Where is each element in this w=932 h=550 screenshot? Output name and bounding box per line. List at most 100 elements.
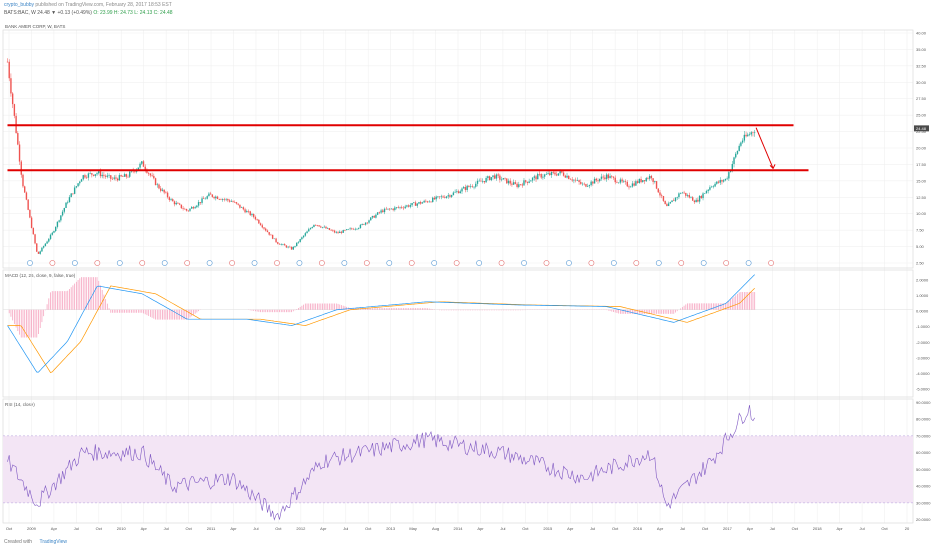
candle-body bbox=[142, 161, 145, 167]
event-marker bbox=[431, 260, 438, 266]
candle-body bbox=[430, 201, 432, 203]
candle-body bbox=[693, 200, 696, 203]
candle-body bbox=[220, 199, 222, 200]
candle-body bbox=[13, 104, 16, 116]
candle-body bbox=[521, 184, 523, 186]
time-tick-label: Oct bbox=[365, 526, 372, 531]
candle-body bbox=[535, 176, 537, 180]
candle-body bbox=[540, 174, 542, 178]
candle-body bbox=[221, 199, 224, 200]
candle-body bbox=[358, 227, 360, 229]
event-marker bbox=[633, 260, 640, 266]
candle-body bbox=[597, 180, 599, 182]
event-marker bbox=[543, 260, 550, 266]
candle-body bbox=[342, 230, 344, 233]
rsi-tick-label: 30.0000 bbox=[916, 500, 931, 505]
rsi-tick-label: 40.0000 bbox=[916, 484, 931, 489]
candle-body bbox=[733, 157, 735, 164]
event-marker bbox=[251, 260, 258, 266]
candle-body bbox=[416, 203, 418, 206]
candle-body bbox=[323, 226, 325, 228]
candle-body bbox=[394, 207, 396, 210]
candle-body bbox=[75, 186, 78, 188]
candle-body bbox=[77, 183, 79, 187]
candle-body bbox=[722, 180, 725, 182]
candle-body bbox=[327, 228, 329, 229]
candle-body bbox=[287, 246, 289, 248]
main-pane-title: BANK AMER CORP, W, BATS bbox=[5, 24, 66, 29]
candle-body bbox=[528, 181, 530, 183]
candle-body bbox=[283, 244, 286, 246]
candle-body bbox=[623, 181, 625, 182]
author-link[interactable]: crypto_bubby bbox=[4, 2, 35, 8]
candle-body bbox=[263, 227, 265, 229]
candle-body bbox=[387, 208, 389, 210]
price-tick-label: 32.50 bbox=[916, 63, 927, 68]
candle-body bbox=[240, 207, 243, 208]
candle-body bbox=[80, 179, 83, 182]
candle-body bbox=[227, 198, 229, 201]
candle-body bbox=[111, 178, 114, 180]
price-tick-label: 7.50 bbox=[916, 228, 925, 233]
candle-body bbox=[635, 181, 637, 186]
candle-body bbox=[574, 179, 577, 181]
candle-body bbox=[68, 197, 71, 203]
candle-body bbox=[382, 210, 384, 213]
time-tick-label: Apr bbox=[230, 526, 237, 531]
candle-body bbox=[475, 183, 477, 187]
candle-body bbox=[32, 228, 35, 235]
candle-body bbox=[402, 207, 405, 209]
candle-body bbox=[545, 174, 548, 175]
candle-body bbox=[54, 226, 57, 232]
candle-body bbox=[158, 184, 160, 189]
candle-body bbox=[34, 234, 36, 244]
macd-indicator bbox=[3, 274, 913, 374]
candle-body bbox=[599, 178, 601, 182]
time-tick-label: Apr bbox=[320, 526, 327, 531]
candle-body bbox=[531, 177, 534, 181]
candle-body bbox=[134, 171, 136, 173]
candle-body bbox=[244, 209, 246, 213]
candle-body bbox=[500, 179, 503, 181]
candle-body bbox=[568, 175, 570, 179]
candle-body bbox=[189, 208, 191, 211]
candle-body bbox=[576, 180, 579, 181]
candle-body bbox=[716, 181, 718, 184]
time-tick-label: 2013 bbox=[386, 526, 396, 531]
event-marker bbox=[453, 260, 460, 266]
candle-body bbox=[419, 202, 422, 204]
candle-body bbox=[511, 183, 513, 185]
candle-body bbox=[507, 180, 510, 184]
footer: Created with TradingView bbox=[4, 539, 67, 545]
candle-body bbox=[191, 207, 193, 209]
candle-body bbox=[469, 186, 472, 187]
candle-body bbox=[736, 150, 739, 154]
time-tick-label: 2009 bbox=[27, 526, 37, 531]
event-marker bbox=[116, 260, 123, 266]
candle-body bbox=[471, 186, 474, 187]
candle-body bbox=[177, 202, 179, 204]
candle-body bbox=[407, 205, 410, 207]
candle-body bbox=[218, 198, 220, 200]
published-text: published on TradingView.com, February 2… bbox=[35, 2, 172, 8]
candle-body bbox=[712, 186, 715, 188]
candle-body bbox=[103, 174, 105, 176]
last-price-label: 24.48 bbox=[916, 126, 927, 131]
symbol-line: BATS:BAC, W 24.48 ▼ +0.13 (+0.49%) bbox=[4, 10, 92, 16]
rsi-tick-label: 50.0000 bbox=[916, 467, 931, 472]
candle-body bbox=[144, 166, 146, 170]
candle-body bbox=[678, 193, 680, 198]
candle-body bbox=[203, 198, 205, 199]
candle-body bbox=[578, 180, 580, 183]
candle-body bbox=[182, 208, 184, 209]
candle-body bbox=[316, 225, 319, 226]
candle-body bbox=[437, 196, 439, 198]
candle-body bbox=[332, 230, 334, 231]
price-tick-label: 30.00 bbox=[916, 80, 927, 85]
tradingview-logo[interactable]: TradingView bbox=[39, 539, 67, 545]
price-tick-label: 20.00 bbox=[916, 146, 927, 151]
macd-tick-label: -1.0000 bbox=[916, 324, 930, 329]
candle-body bbox=[457, 191, 460, 194]
candle-body bbox=[542, 176, 544, 178]
